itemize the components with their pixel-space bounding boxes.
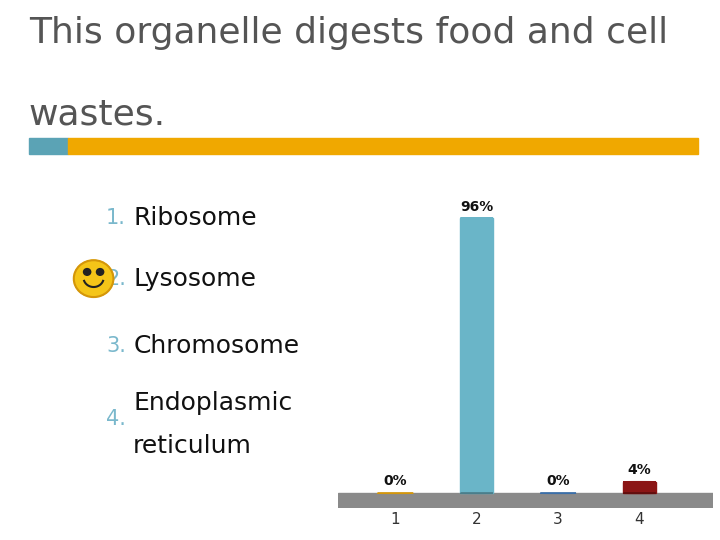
Text: wastes.: wastes. [29,97,166,131]
Circle shape [96,268,104,275]
Text: 0%: 0% [546,474,570,488]
Text: Chromosome: Chromosome [133,334,300,357]
Text: 1.: 1. [106,208,126,228]
Text: This organelle digests food and cell: This organelle digests food and cell [29,16,668,50]
Text: 3.: 3. [106,335,126,356]
Circle shape [74,260,114,297]
Bar [461,218,493,493]
Text: 2.: 2. [106,268,126,289]
Circle shape [84,268,91,275]
Text: 96%: 96% [460,200,493,214]
Text: Lysosome: Lysosome [133,267,256,291]
Bar [624,482,656,493]
Text: 4.: 4. [106,409,126,429]
Text: reticulum: reticulum [133,434,252,458]
Text: Ribosome: Ribosome [133,206,257,231]
Text: Endoplasmic: Endoplasmic [133,390,292,415]
Text: 0%: 0% [384,474,408,488]
Text: 4%: 4% [628,463,652,477]
Bar [338,493,713,508]
